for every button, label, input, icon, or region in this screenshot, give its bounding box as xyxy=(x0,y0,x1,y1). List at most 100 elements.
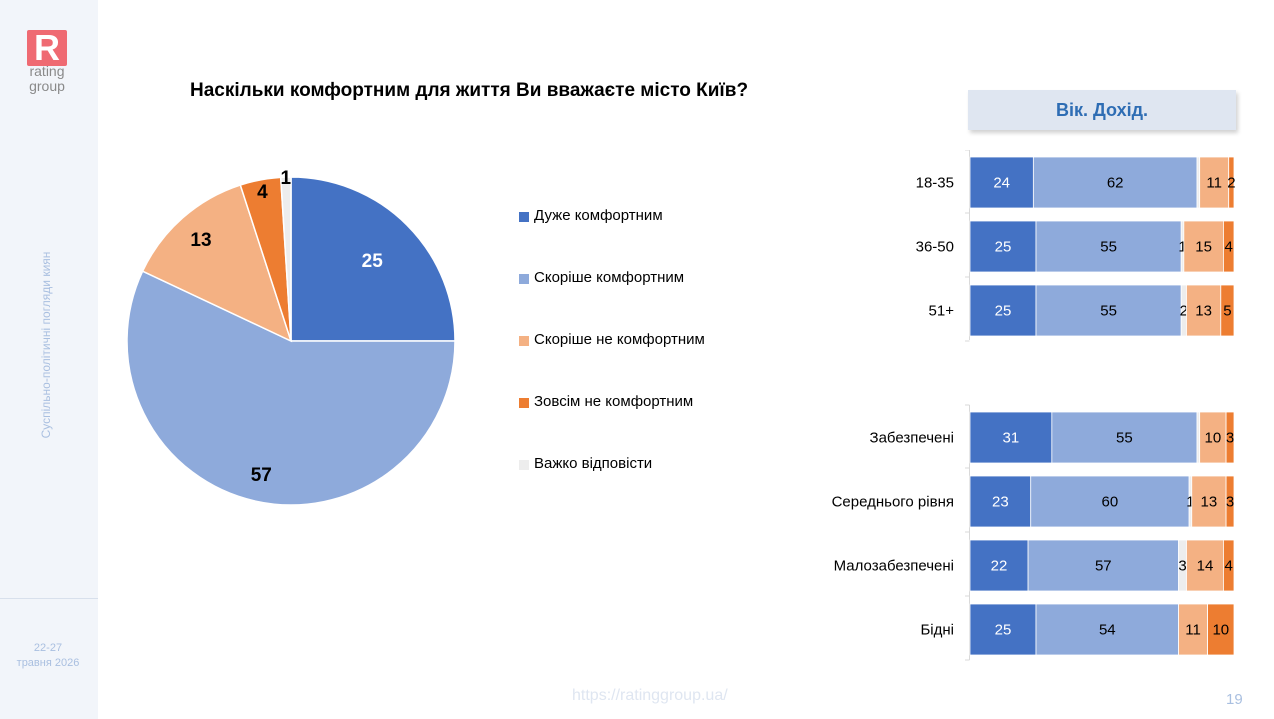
bar-label-3-5: 5 xyxy=(1223,303,1231,320)
legend-swatch xyxy=(519,274,529,284)
footer-url[interactable]: https://ratinggroup.ua/ xyxy=(572,687,728,704)
sidebar-divider xyxy=(0,598,98,599)
bar-label-6-4: 14 xyxy=(1197,558,1214,575)
logo-text-line1: rating xyxy=(29,63,65,79)
bar-label-7-1: 25 xyxy=(995,622,1012,639)
pie-chart: 25 57 13 41 xyxy=(126,170,456,506)
bar-label-6-3: 3 xyxy=(1178,558,1186,575)
bar-segment-3-4 xyxy=(1186,284,1222,337)
bar-segment-7-5 xyxy=(1207,603,1235,656)
bar-label-7-5: 10 xyxy=(1212,622,1229,639)
bar-label-5-2: 60 xyxy=(1102,494,1119,511)
pie-slice-label-4: 4 xyxy=(257,182,268,203)
logo-text: rating group xyxy=(18,64,76,94)
legend-label: Скоріше не комфортним xyxy=(534,331,705,348)
bar-label-6-1: 22 xyxy=(991,558,1008,575)
legend-item-2: Скоріше комфортним xyxy=(519,267,749,289)
bar-label-4-5: 3 xyxy=(1226,430,1234,447)
bar-label-5-1: 23 xyxy=(992,494,1009,511)
bar-label-2-1: 25 xyxy=(995,239,1012,256)
bar-segment-1-5 xyxy=(1228,156,1235,209)
bar-label-2-4: 15 xyxy=(1195,239,1212,256)
bar-label-6-2: 57 xyxy=(1095,558,1112,575)
logo: R xyxy=(27,27,67,68)
bar-label-4-4: 10 xyxy=(1205,430,1222,447)
bar-label-1-4: 11 xyxy=(1206,175,1222,192)
bar-segment-5-4 xyxy=(1191,475,1227,528)
bar-label-3-2: 55 xyxy=(1100,303,1117,320)
bar-segment-1-2 xyxy=(1032,156,1198,209)
bar-label-5-5: 3 xyxy=(1226,494,1234,511)
bar-label-5-4: 13 xyxy=(1201,494,1218,511)
bar-segment-5-1 xyxy=(969,475,1032,528)
sidebar-caption: Суспільно-політичні погляди киян xyxy=(39,251,53,439)
legend-label: Скоріше комфортним xyxy=(534,269,685,286)
category-label-7: Бідні xyxy=(920,622,954,639)
bar-label-6-5: 4 xyxy=(1225,558,1233,575)
pie-slice-2 xyxy=(126,270,456,506)
pie-slice-3 xyxy=(141,184,293,343)
bar-segment-4-4 xyxy=(1199,411,1227,464)
stacked-bar-chart: 18-35 24 62 11 2 36-50 25 55 1 1 5 4 51+ 25 55 2 13 5 Забе… xyxy=(832,150,1236,661)
sidebar: R rating group Суспільно-політичні погля… xyxy=(0,0,98,719)
bar-segment-3-5 xyxy=(1220,284,1235,337)
bar-segment-4-1 xyxy=(969,411,1053,464)
bar-segment-7-4 xyxy=(1178,603,1208,656)
category-label-6: Малозабезпечені xyxy=(834,558,954,575)
logo-letter: R xyxy=(34,27,60,68)
category-label-5: Середнього рівня xyxy=(832,494,954,511)
bar-segment-2-5 xyxy=(1223,220,1235,273)
bar-segment-7-1 xyxy=(969,603,1037,656)
legend-label: Зовсім не комфортним xyxy=(534,393,694,410)
bar-label-2-2: 55 xyxy=(1100,239,1117,256)
bar-label-7-4: 11 xyxy=(1185,622,1201,639)
category-label-2: 36-50 xyxy=(916,239,954,256)
pie-slice-1 xyxy=(290,176,456,342)
bar-label-7-2: 54 xyxy=(1099,622,1116,639)
bar-label-4-2: 55 xyxy=(1116,430,1133,447)
bar-segment-2-1 xyxy=(969,220,1037,273)
category-label-3: 51+ xyxy=(929,303,955,320)
legend-swatch xyxy=(519,336,529,346)
bar-segment-1-4 xyxy=(1199,156,1230,209)
bar-label-4-1: 31 xyxy=(1003,430,1020,447)
survey-date: 22-27 травня 2026 xyxy=(0,641,96,671)
legend-item-1: Дуже комфортним xyxy=(519,205,749,227)
bar-segment-4-5 xyxy=(1225,411,1235,464)
page-number: 19 xyxy=(1226,691,1243,708)
legend-item-3: Скоріше не комфортним xyxy=(519,329,749,351)
bar-chart-header: Вік. Дохід. xyxy=(968,90,1236,130)
legend-item-5: Важко відповісти xyxy=(519,453,749,475)
bar-segment-4-2 xyxy=(1051,411,1198,464)
bar-segment-3-2 xyxy=(1035,284,1182,337)
bar-label-2-5: 4 xyxy=(1225,239,1233,256)
survey-date-line2: травня 2026 xyxy=(16,657,80,669)
bar-segment-3-1 xyxy=(969,284,1037,337)
bar-segment-5-2 xyxy=(1030,475,1190,528)
survey-date-line1: 22-27 xyxy=(33,642,63,654)
pie-slice-label-1: 25 xyxy=(362,251,384,272)
category-label-4: Забезпечені xyxy=(870,430,954,447)
bar-segment-7-2 xyxy=(1035,603,1179,656)
bar-label-1-2: 62 xyxy=(1107,175,1124,192)
pie-slice-label-2: 57 xyxy=(251,465,272,486)
pie-slice-label-3: 13 xyxy=(190,230,211,251)
bar-segment-2-4 xyxy=(1183,220,1224,273)
pie-slice-5 xyxy=(279,176,292,342)
pie-slice-label-5: 1 xyxy=(281,170,292,189)
bar-segment-2-2 xyxy=(1035,220,1182,273)
category-label-1: 18-35 xyxy=(916,175,954,192)
legend-item-4: Зовсім не комфортним xyxy=(519,391,749,413)
bar-label-3-3: 2 xyxy=(1180,303,1188,320)
legend-swatch xyxy=(519,398,529,408)
bar-label-3-1: 25 xyxy=(995,303,1012,320)
bar-segment-6-1 xyxy=(969,539,1029,592)
bar-label-3-4: 13 xyxy=(1195,303,1212,320)
legend-label: Важко відповісти xyxy=(534,455,653,472)
legend-swatch xyxy=(519,212,529,222)
bar-label-1-5: 2 xyxy=(1227,175,1235,192)
bar-segment-5-5 xyxy=(1225,475,1235,528)
logo-text-line2: group xyxy=(29,78,65,94)
legend-label: Дуже комфортним xyxy=(534,207,663,224)
bar-label-1-1: 24 xyxy=(993,175,1010,192)
